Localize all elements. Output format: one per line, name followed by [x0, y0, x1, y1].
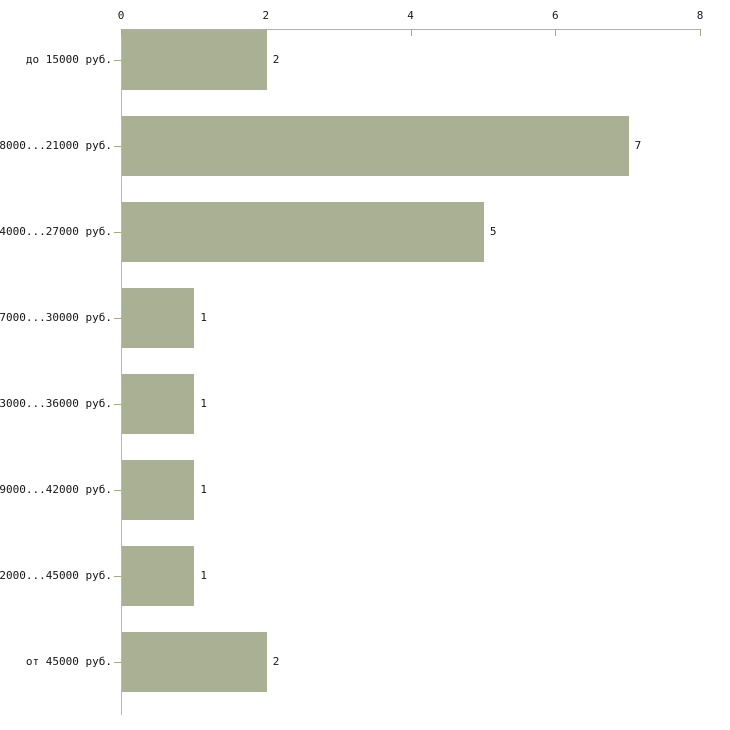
category-label: от 45000 руб. [25, 655, 112, 668]
bar[interactable] [122, 202, 484, 262]
category-label: 27000...30000 руб. [0, 311, 112, 324]
x-axis-tick [555, 29, 557, 36]
category-label: до 15000 руб. [25, 53, 112, 66]
category-label: 33000...36000 руб. [0, 397, 112, 410]
bar-value-label: 1 [200, 483, 207, 496]
bar-value-label: 1 [200, 311, 207, 324]
category-label: 42000...45000 руб. [0, 569, 112, 582]
x-axis-tick [410, 29, 412, 36]
y-axis-tick [114, 318, 121, 319]
category-label: 18000...21000 руб. [0, 139, 112, 152]
x-axis-tick-label: 8 [696, 9, 704, 22]
bar-value-label: 1 [200, 569, 207, 582]
bar-value-label: 2 [272, 53, 280, 66]
bar[interactable] [122, 460, 195, 520]
bar[interactable] [122, 288, 195, 348]
x-axis-tick-label: 4 [407, 9, 414, 22]
category-label: 39000...42000 руб. [0, 483, 112, 496]
x-axis-tick-label: 0 [117, 9, 125, 22]
x-axis-tick-label: 2 [262, 9, 270, 22]
bar-value-label: 5 [489, 225, 497, 238]
y-axis-line [121, 29, 122, 715]
y-axis-tick [114, 146, 121, 147]
bar-value-label: 1 [200, 397, 207, 410]
bar[interactable] [122, 632, 267, 692]
x-axis-tick [700, 29, 701, 36]
y-axis-tick [114, 490, 121, 491]
y-axis-tick [114, 232, 121, 233]
x-axis-tick-label: 6 [551, 9, 559, 22]
bar[interactable] [122, 30, 267, 90]
y-axis-tick [114, 576, 121, 577]
x-axis-tick [121, 29, 122, 36]
y-axis-tick [114, 60, 121, 61]
bar[interactable] [122, 116, 629, 176]
bar-value-label: 7 [634, 139, 642, 152]
y-axis-tick [114, 662, 121, 663]
category-label: 24000...27000 руб. [0, 225, 112, 238]
y-axis-tick [114, 404, 121, 405]
bar[interactable] [122, 374, 195, 434]
bar-value-label: 2 [272, 655, 280, 668]
bar[interactable] [122, 546, 195, 606]
